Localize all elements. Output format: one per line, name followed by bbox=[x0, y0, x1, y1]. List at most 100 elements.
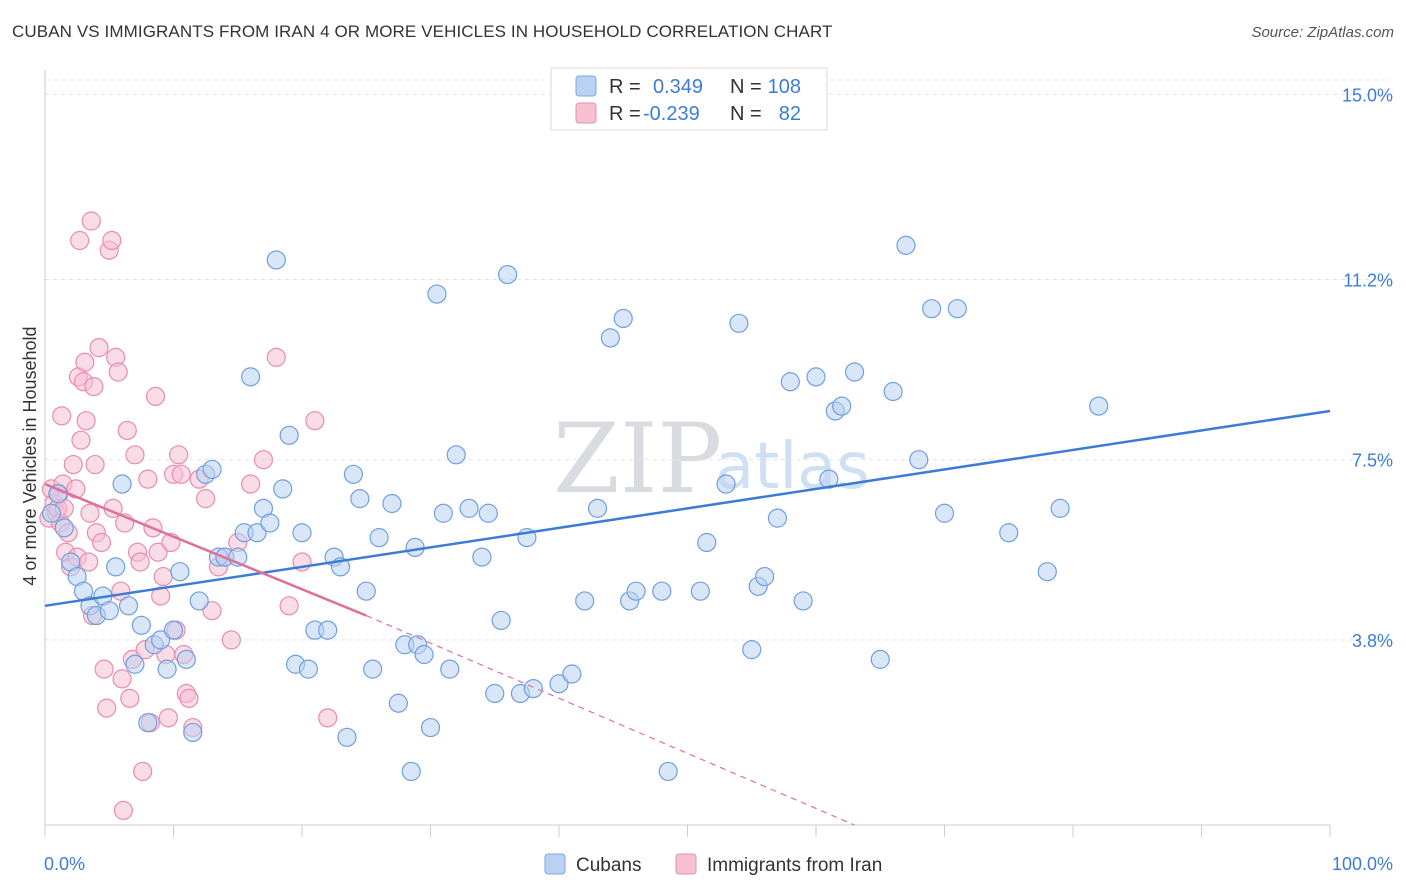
point-iran-27 bbox=[85, 454, 105, 475]
point-cubans-81 bbox=[697, 532, 717, 553]
point-cubans-66 bbox=[498, 264, 518, 285]
point-cubans-69 bbox=[523, 679, 543, 699]
point-cubans-20 bbox=[170, 562, 190, 582]
point-iran-81 bbox=[113, 800, 133, 820]
point-cubans-84 bbox=[742, 640, 762, 660]
point-cubans-107 bbox=[491, 610, 511, 631]
point-cubans-104 bbox=[1050, 498, 1070, 518]
point-cubans-10 bbox=[106, 557, 126, 577]
point-cubans-86 bbox=[754, 566, 775, 587]
point-cubans-56 bbox=[414, 644, 434, 665]
point-cubans-88 bbox=[780, 372, 800, 392]
trend-line-iran bbox=[44, 482, 367, 617]
point-cubans-70 bbox=[549, 674, 569, 694]
point-cubans-53 bbox=[401, 761, 421, 782]
point-cubans-57 bbox=[420, 717, 441, 738]
point-iran-68 bbox=[196, 489, 216, 509]
point-cubans-90 bbox=[806, 367, 826, 387]
point-cubans-17 bbox=[151, 630, 171, 650]
point-cubans-89 bbox=[793, 591, 813, 611]
point-cubans-98 bbox=[909, 450, 929, 470]
point-cubans-46 bbox=[350, 489, 370, 509]
point-cubans-36 bbox=[279, 425, 299, 445]
bottom-legend-swatch-iran bbox=[675, 853, 697, 875]
point-cubans-44 bbox=[337, 727, 357, 747]
point-iran-17 bbox=[70, 230, 90, 251]
point-cubans-35 bbox=[273, 479, 293, 499]
point-iran-53 bbox=[148, 542, 168, 562]
point-iran-26 bbox=[84, 377, 104, 397]
point-iran-31 bbox=[94, 659, 114, 679]
x-tick-label-max: 100.0% bbox=[1332, 854, 1393, 874]
point-cubans-60 bbox=[440, 659, 460, 679]
correlation-legend: R = 0.349 N = 108 R = -0.239 N = 82 bbox=[550, 67, 828, 131]
point-cubans-51 bbox=[388, 693, 408, 713]
point-cubans-83 bbox=[729, 313, 749, 333]
point-iran-21 bbox=[76, 411, 96, 431]
chart-title: CUBAN VS IMMIGRANTS FROM IRAN 4 OR MORE … bbox=[12, 22, 833, 41]
series-cubans bbox=[41, 99, 1109, 782]
y-tick-label-1: 7.5% bbox=[1352, 451, 1393, 471]
source-label: Source: ZipAtlas.com bbox=[1251, 24, 1394, 41]
legend-r-label-cubans: R = bbox=[609, 76, 641, 98]
point-cubans-41 bbox=[318, 620, 338, 640]
point-iran-39 bbox=[112, 669, 132, 689]
legend-swatch-iran bbox=[575, 102, 597, 124]
legend-r-label-iran: R = bbox=[609, 103, 641, 125]
point-iran-29 bbox=[89, 338, 109, 358]
point-cubans-2 bbox=[54, 518, 74, 538]
point-iran-34 bbox=[102, 230, 122, 251]
point-iran-79 bbox=[305, 411, 325, 431]
point-iran-65 bbox=[179, 688, 199, 708]
point-cubans-71 bbox=[562, 664, 582, 684]
point-iran-13 bbox=[63, 454, 83, 475]
point-cubans-59 bbox=[433, 503, 453, 523]
point-iran-20 bbox=[75, 352, 95, 372]
point-cubans-12 bbox=[118, 596, 139, 616]
point-iran-62 bbox=[171, 464, 191, 484]
point-cubans-64 bbox=[478, 503, 498, 523]
point-cubans-11 bbox=[112, 474, 132, 494]
point-iran-55 bbox=[153, 566, 173, 587]
point-cubans-99 bbox=[922, 299, 942, 319]
point-iran-46 bbox=[130, 552, 150, 572]
point-iran-37 bbox=[108, 362, 128, 382]
point-cubans-15 bbox=[138, 713, 158, 733]
point-cubans-39 bbox=[298, 659, 319, 679]
bottom-legend-label-iran: Immigrants from Iran bbox=[707, 855, 882, 876]
point-cubans-72 bbox=[575, 591, 595, 611]
legend-n-value-iran: 82 bbox=[779, 103, 801, 125]
point-cubans-97 bbox=[896, 235, 916, 255]
point-cubans-33 bbox=[260, 513, 280, 533]
point-cubans-21 bbox=[176, 649, 196, 669]
point-iran-30 bbox=[91, 532, 112, 553]
point-cubans-102 bbox=[999, 523, 1019, 543]
point-iran-74 bbox=[241, 474, 261, 494]
point-iran-32 bbox=[97, 698, 117, 718]
point-cubans-65 bbox=[485, 683, 505, 704]
point-iran-42 bbox=[120, 688, 140, 708]
axes bbox=[44, 70, 1331, 837]
point-cubans-79 bbox=[652, 581, 672, 601]
point-cubans-31 bbox=[247, 523, 267, 543]
point-iran-69 bbox=[202, 601, 222, 621]
y-tick-label-2: 11.2% bbox=[1343, 270, 1393, 290]
point-cubans-23 bbox=[189, 591, 209, 611]
point-cubans-77 bbox=[626, 581, 646, 601]
point-cubans-58 bbox=[427, 284, 447, 304]
point-cubans-96 bbox=[883, 381, 903, 402]
point-cubans-50 bbox=[382, 493, 402, 514]
trend-line-iran-extension bbox=[366, 614, 855, 826]
point-cubans-19 bbox=[163, 620, 184, 640]
legend-box bbox=[550, 67, 828, 131]
point-cubans-103 bbox=[1037, 562, 1057, 582]
legend-n-value-cubans: 108 bbox=[768, 76, 801, 98]
point-cubans-94 bbox=[844, 362, 865, 382]
point-cubans-95 bbox=[870, 649, 890, 669]
bottom-legend-swatch-cubans bbox=[544, 853, 566, 875]
point-cubans-75 bbox=[613, 308, 633, 329]
point-iran-77 bbox=[279, 596, 299, 616]
point-cubans-82 bbox=[716, 474, 736, 494]
point-cubans-80 bbox=[690, 581, 710, 601]
point-cubans-22 bbox=[183, 722, 203, 743]
